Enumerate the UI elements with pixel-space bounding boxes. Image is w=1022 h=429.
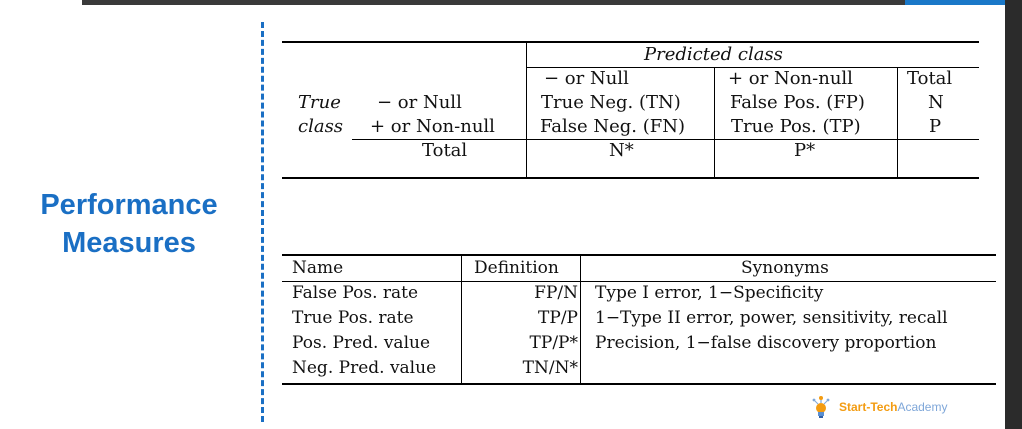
start-tech-academy-logo: Start-TechAcademy [806, 392, 947, 422]
true-class-label-line2: class [298, 116, 344, 137]
divider [461, 256, 462, 383]
confusion-matrix-table: Predicted class − or Null + or Non-null … [282, 41, 979, 179]
measure-name: Neg. Pred. value [292, 358, 437, 378]
top-accent-bar [905, 0, 1005, 5]
predicted-class-header: Predicted class [644, 44, 783, 65]
measure-name: False Pos. rate [292, 283, 419, 303]
table-row: class + or Non-null False Neg. (FN) True… [282, 115, 979, 139]
measure-definition: TP/P* [529, 333, 578, 353]
cell-row-total-p: P [929, 116, 942, 137]
section-title: Performance Measures [14, 186, 244, 262]
measure-synonyms: Type I error, 1−Specificity [595, 283, 824, 303]
table-row: True − or Null True Neg. (TN) False Pos.… [282, 91, 979, 115]
cell-fn: False Neg. (FN) [540, 116, 686, 137]
measure-definition: TP/P [538, 308, 578, 328]
divider [282, 281, 996, 282]
col-header-null: − or Null [544, 68, 629, 89]
cell-tn: True Neg. (TN) [541, 92, 681, 113]
measure-synonyms: 1−Type II error, power, sensitivity, rec… [595, 308, 948, 328]
total-row-label: Total [422, 140, 468, 161]
table-row: False Pos. rate FP/N Type I error, 1−Spe… [282, 281, 996, 306]
col-header-total: Total [907, 68, 953, 89]
row-label-nonnull: + or Non-null [370, 116, 495, 137]
right-edge-bar [1005, 0, 1022, 429]
table-row: True Pos. rate TP/P 1−Type II error, pow… [282, 306, 996, 331]
divider [714, 68, 715, 179]
table-bottom-padding [282, 163, 979, 177]
divider [526, 43, 527, 179]
measure-definition: FP/N [534, 283, 578, 303]
table-row: Pos. Pred. value TP/P* Precision, 1−fals… [282, 331, 996, 356]
divider [352, 139, 979, 140]
measures-table: Name Definition Synonyms False Pos. rate… [282, 254, 996, 385]
lightbulb-person-icon [812, 396, 830, 418]
row-label-null: − or Null [377, 92, 462, 113]
divider [580, 256, 581, 383]
dashed-divider [261, 22, 264, 422]
header-row-1: Predicted class [282, 43, 979, 67]
section-title-line1: Performance [40, 189, 218, 221]
logo-text: Start-TechAcademy [839, 400, 948, 414]
cell-tp: True Pos. (TP) [731, 116, 861, 137]
measure-name: True Pos. rate [292, 308, 414, 328]
measure-synonyms: Precision, 1−false discovery proportion [595, 333, 937, 353]
cell-row-total-n: N [928, 92, 944, 113]
measures-header-row: Name Definition Synonyms [282, 256, 996, 281]
table-bottom-padding [282, 381, 996, 383]
total-row: Total N* P* [282, 139, 979, 163]
divider [897, 68, 898, 179]
true-class-label-line1: True [298, 92, 341, 113]
cell-col-total-p: P* [794, 140, 816, 161]
header-row-2: − or Null + or Non-null Total [282, 67, 979, 91]
header-synonyms: Synonyms [741, 258, 829, 278]
divider [526, 67, 979, 68]
top-bar [82, 0, 1022, 5]
header-name: Name [292, 258, 344, 278]
measure-definition: TN/N* [522, 358, 578, 378]
section-title-line2: Measures [62, 227, 196, 259]
cell-col-total-n: N* [609, 140, 634, 161]
table-row: Neg. Pred. value TN/N* [282, 356, 996, 381]
header-definition: Definition [474, 258, 559, 278]
col-header-nonnull: + or Non-null [728, 68, 853, 89]
measure-name: Pos. Pred. value [292, 333, 431, 353]
cell-fp: False Pos. (FP) [730, 92, 865, 113]
